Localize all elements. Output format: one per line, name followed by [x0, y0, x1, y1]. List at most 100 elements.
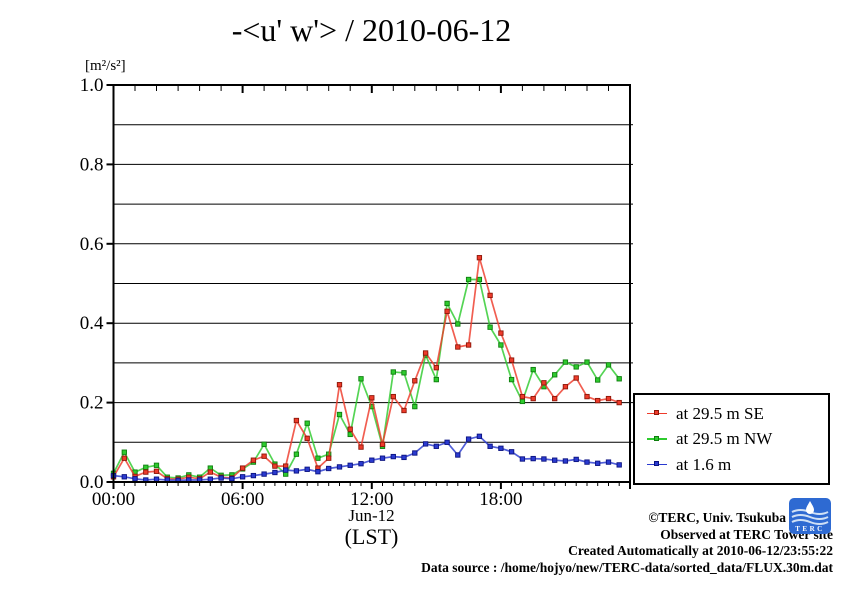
data-point-marker — [143, 464, 149, 470]
data-point-marker — [476, 276, 483, 283]
data-point-marker — [293, 451, 300, 457]
data-point-marker — [508, 357, 515, 363]
x-axis-timezone-label: (LST) — [344, 524, 399, 549]
data-point-marker — [519, 393, 526, 400]
data-point-marker — [584, 393, 590, 400]
legend-label: at 1.6 m — [676, 454, 732, 474]
chart-title: -<u' w'> / 2010-06-12 — [231, 12, 512, 48]
data-point-marker — [207, 476, 213, 482]
data-point-marker — [530, 366, 536, 373]
data-point-marker — [390, 369, 396, 375]
data-point-marker — [229, 476, 235, 482]
data-point-marker — [153, 476, 160, 482]
datasource-line: Data source : /home/hojyo/new/TERC-data/… — [421, 559, 833, 575]
data-point-marker — [261, 453, 267, 459]
data-point-marker — [401, 370, 407, 376]
data-point-marker — [132, 476, 138, 482]
data-point-marker — [530, 395, 536, 402]
series-line — [112, 278, 620, 479]
series-at-29.5-m-se — [110, 255, 622, 482]
data-point-marker — [261, 441, 267, 447]
data-point-marker — [455, 321, 461, 327]
data-point-marker — [616, 376, 622, 382]
data-point-marker — [519, 456, 526, 462]
data-point-marker — [595, 460, 601, 466]
data-point-marker — [595, 377, 601, 383]
data-point-marker — [498, 342, 504, 348]
series-at-1.6-m — [110, 433, 622, 484]
data-point-marker — [444, 439, 450, 445]
copyright-line: ©TERC, Univ. Tsukuba — [648, 510, 786, 525]
legend-marker-green-icon — [647, 435, 667, 444]
observed-line: Observed at TERC Tower site — [660, 526, 833, 542]
data-point-marker — [272, 469, 278, 476]
x-tick-label: 12:00 — [350, 489, 393, 510]
data-point-marker — [465, 342, 472, 348]
logo-text: TERC — [795, 525, 824, 533]
legend-marker-red-icon — [647, 409, 667, 418]
data-point-marker — [562, 384, 569, 390]
data-point-marker — [584, 359, 590, 365]
data-point-marker — [336, 411, 343, 418]
data-point-marker — [153, 462, 160, 468]
data-point-marker — [250, 472, 257, 479]
data-point-marker — [401, 407, 407, 414]
data-point-marker — [412, 450, 418, 456]
data-point-marker — [121, 449, 127, 455]
data-point-marker — [541, 456, 547, 462]
data-point-marker — [379, 441, 386, 447]
data-point-marker — [508, 449, 515, 455]
water-drop-icon — [806, 501, 814, 514]
data-point-marker — [401, 454, 407, 461]
data-point-marker — [616, 399, 622, 406]
data-point-marker — [336, 382, 343, 388]
data-point-marker — [218, 475, 224, 481]
legend-box: at 29.5 m SE at 29.5 m NW at 1.6 m — [633, 393, 830, 485]
data-point-marker — [455, 452, 461, 458]
data-point-marker — [552, 395, 558, 402]
data-point-marker — [455, 344, 461, 350]
data-point-marker — [390, 453, 396, 460]
data-point-marker — [552, 372, 558, 378]
data-point-marker — [304, 420, 310, 426]
data-point-marker — [143, 469, 149, 475]
data-point-marker — [519, 398, 526, 405]
data-point-marker — [605, 362, 612, 368]
x-tick-label: 18:00 — [479, 489, 522, 510]
data-point-marker — [476, 433, 483, 439]
data-point-marker — [358, 461, 364, 467]
x-tick-label: 00:00 — [92, 489, 135, 510]
legend-label: at 29.5 m NW — [676, 429, 773, 448]
data-point-marker — [444, 300, 450, 307]
data-point-marker — [616, 462, 622, 468]
data-point-marker — [326, 455, 332, 461]
data-point-marker — [239, 474, 246, 480]
legend-marker-blue-icon — [647, 460, 667, 469]
data-point-marker — [605, 459, 612, 465]
x-tick-label: 06:00 — [221, 489, 264, 510]
data-point-marker — [433, 365, 439, 371]
y-tick-label: 1.0 — [80, 75, 104, 96]
data-point-marker — [347, 426, 353, 432]
data-point-marker — [422, 350, 429, 356]
data-point-marker — [153, 468, 160, 474]
data-point-marker — [121, 455, 127, 461]
y-tick-label: 0.6 — [80, 234, 104, 255]
data-point-marker — [487, 324, 493, 330]
y-tick-label: 0.0 — [80, 472, 104, 493]
data-point-marker — [541, 380, 547, 386]
legend-label: at 29.5 m SE — [676, 403, 764, 423]
data-point-marker — [476, 255, 483, 261]
data-point-marker — [261, 471, 267, 477]
data-point-marker — [412, 403, 418, 410]
data-point-marker — [304, 435, 310, 441]
legend-entry-29-5m-nw: at 29.5 m NW — [647, 429, 824, 449]
data-point-marker — [336, 464, 343, 470]
data-point-marker — [283, 467, 289, 473]
data-point-marker — [465, 436, 472, 442]
data-point-marker — [239, 465, 246, 471]
data-point-marker — [207, 469, 213, 475]
x-axis-date-label: Jun-12 — [348, 506, 395, 525]
